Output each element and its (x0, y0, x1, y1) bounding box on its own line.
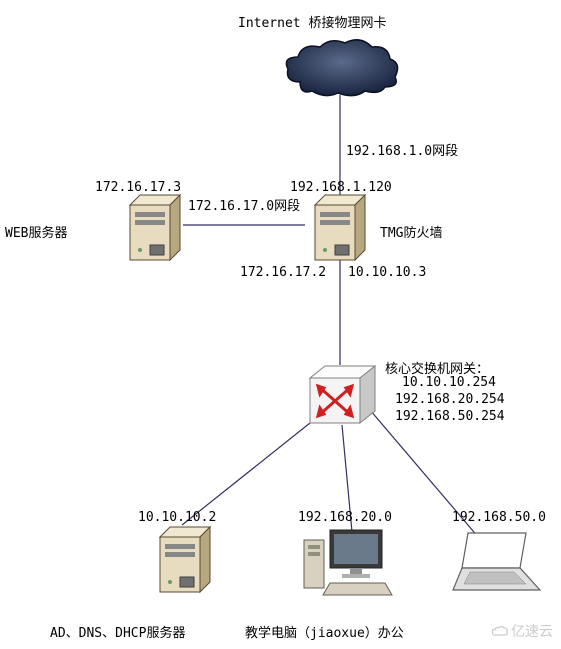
laptop-segment-label: 192.168.50.0 (452, 510, 546, 525)
switch-gw3-label: 192.168.50.254 (395, 409, 505, 424)
web-server-name-label: WEB服务器 (5, 222, 67, 241)
teaching-pc-icon (300, 525, 395, 605)
watermark: 亿速云 (491, 621, 553, 641)
wan-segment-label: 192.168.1.0网段 (346, 140, 458, 159)
core-switch-icon (300, 358, 385, 433)
internet-cloud-icon (280, 37, 405, 102)
office-laptop-icon (448, 528, 543, 598)
tmg-server-icon (305, 190, 375, 268)
dmz-segment-label: 172.16.17.0网段 (188, 195, 300, 214)
pc-segment-label: 192.168.20.0 (298, 510, 392, 525)
watermark-text: 亿速云 (511, 623, 553, 639)
ad-server-icon (150, 522, 220, 600)
switch-gw1-label: 10.10.10.254 (402, 375, 496, 390)
switch-gw2-label: 192.168.20.254 (395, 392, 505, 407)
pc-name-label: 教学电脑（jiaoxue）办公 (245, 622, 404, 641)
tmg-name-label: TMG防火墙 (380, 222, 442, 241)
web-server-icon (120, 190, 190, 268)
tmg-dmz-ip-label: 172.16.17.2 (240, 265, 326, 280)
ad-server-name-label: AD、DNS、DHCP服务器 (50, 622, 185, 641)
internet-title: Internet 桥接物理网卡 (238, 12, 386, 31)
tmg-wan-ip-label: 192.168.1.120 (290, 180, 392, 195)
ad-server-ip-label: 10.10.10.2 (138, 510, 216, 525)
web-server-ip-label: 172.16.17.3 (95, 180, 181, 195)
watermark-cloud-icon (491, 625, 509, 639)
tmg-lan-ip-label: 10.10.10.3 (348, 265, 426, 280)
